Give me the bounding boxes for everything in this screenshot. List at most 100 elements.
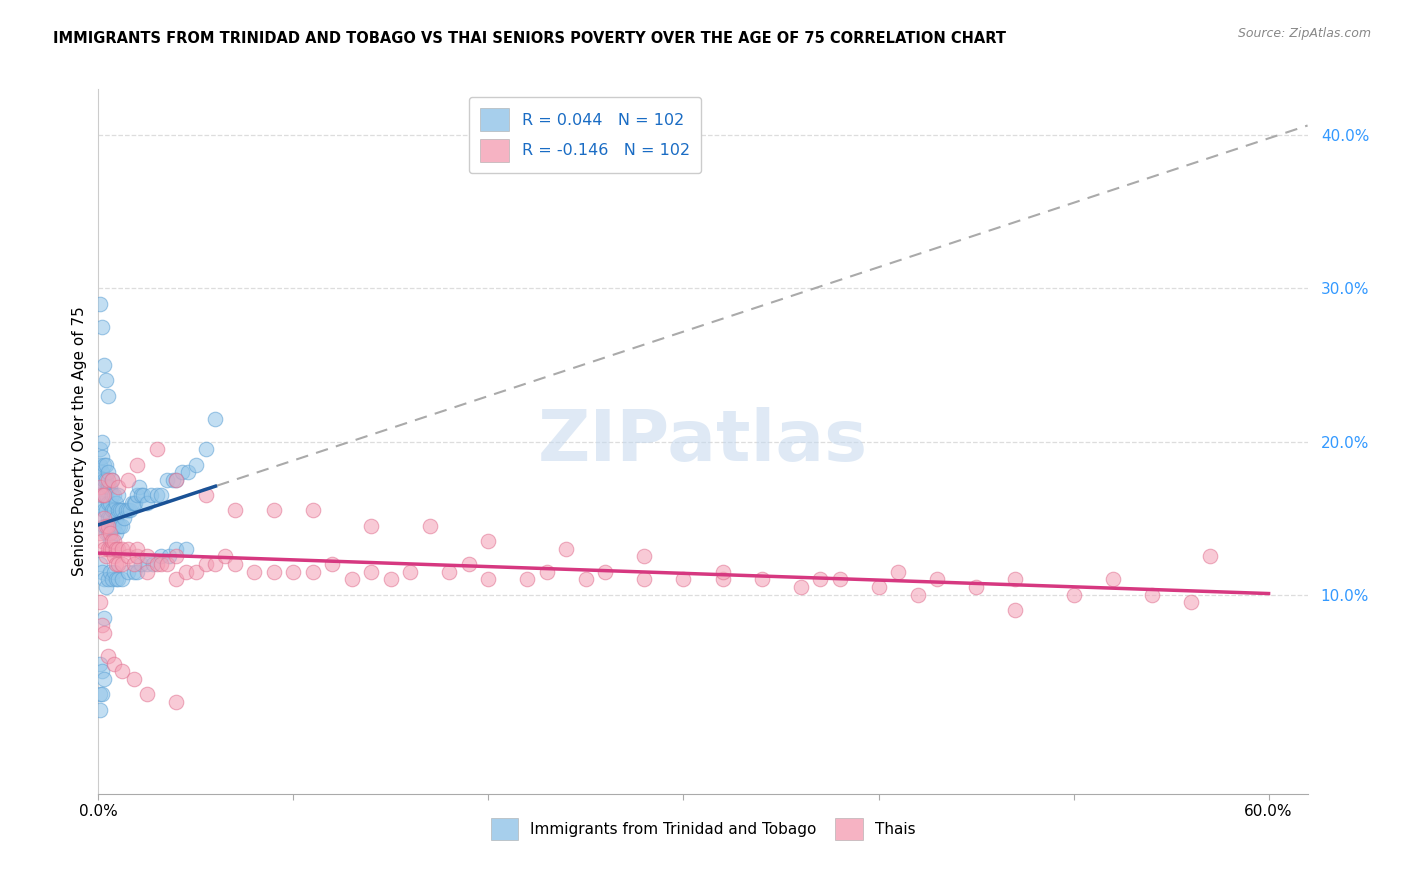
Point	[89, 595, 111, 609]
Point	[204, 411, 226, 425]
Point	[302, 503, 325, 517]
Point	[789, 580, 811, 594]
Point	[633, 573, 655, 587]
Point	[965, 580, 987, 594]
Point	[91, 434, 114, 449]
Point	[89, 296, 111, 310]
Point	[184, 458, 207, 472]
Point	[93, 488, 115, 502]
Point	[555, 541, 578, 556]
Point	[97, 481, 120, 495]
Point	[91, 481, 114, 495]
Point	[112, 511, 135, 525]
Point	[104, 511, 127, 525]
Point	[149, 488, 172, 502]
Point	[96, 518, 118, 533]
Point	[111, 573, 134, 587]
Point	[136, 565, 159, 579]
Text: Source: ZipAtlas.com: Source: ZipAtlas.com	[1237, 27, 1371, 40]
Point	[96, 458, 118, 472]
Point	[127, 565, 149, 579]
Point	[89, 481, 111, 495]
Point	[97, 648, 120, 663]
Point	[107, 488, 129, 502]
Point	[96, 526, 118, 541]
Point	[127, 541, 149, 556]
Point	[89, 473, 111, 487]
Point	[1004, 603, 1026, 617]
Point	[101, 541, 124, 556]
Point	[107, 573, 129, 587]
Point	[93, 573, 115, 587]
Point	[89, 687, 111, 701]
Point	[93, 610, 115, 624]
Point	[177, 465, 200, 479]
Point	[157, 549, 180, 564]
Point	[117, 473, 139, 487]
Point	[121, 496, 143, 510]
Point	[101, 534, 124, 549]
Point	[97, 541, 120, 556]
Point	[91, 534, 114, 549]
Point	[165, 573, 187, 587]
Point	[96, 473, 118, 487]
Point	[98, 481, 121, 495]
Point	[165, 541, 187, 556]
Point	[477, 573, 499, 587]
Point	[103, 503, 125, 517]
Point	[97, 511, 120, 525]
Point	[91, 618, 114, 632]
Point	[174, 565, 197, 579]
Point	[751, 573, 773, 587]
Point	[711, 573, 734, 587]
Point	[89, 657, 111, 671]
Point	[89, 557, 111, 571]
Point	[111, 518, 134, 533]
Point	[165, 695, 187, 709]
Point	[98, 541, 121, 556]
Text: ZIPatlas: ZIPatlas	[538, 407, 868, 476]
Point	[98, 511, 121, 525]
Point	[93, 511, 115, 525]
Point	[117, 503, 139, 517]
Point	[93, 541, 115, 556]
Point	[103, 488, 125, 502]
Point	[887, 565, 910, 579]
Point	[516, 573, 538, 587]
Point	[111, 541, 134, 556]
Point	[96, 503, 118, 517]
Point	[165, 473, 187, 487]
Point	[868, 580, 890, 594]
Point	[118, 503, 141, 517]
Point	[360, 565, 382, 579]
Point	[146, 488, 169, 502]
Point	[103, 549, 125, 564]
Point	[107, 503, 129, 517]
Point	[98, 565, 121, 579]
Point	[97, 388, 120, 402]
Point	[91, 565, 114, 579]
Point	[672, 573, 695, 587]
Point	[104, 496, 127, 510]
Point	[91, 319, 114, 334]
Point	[302, 565, 325, 579]
Point	[156, 557, 179, 571]
Point	[101, 503, 124, 517]
Point	[1199, 549, 1222, 564]
Point	[104, 526, 127, 541]
Point	[224, 557, 246, 571]
Point	[96, 373, 118, 387]
Point	[136, 687, 159, 701]
Point	[91, 465, 114, 479]
Point	[98, 496, 121, 510]
Point	[89, 526, 111, 541]
Point	[925, 573, 948, 587]
Point	[97, 573, 120, 587]
Point	[107, 481, 129, 495]
Point	[595, 565, 617, 579]
Point	[91, 665, 114, 679]
Point	[184, 565, 207, 579]
Point	[107, 541, 129, 556]
Point	[243, 565, 266, 579]
Point	[111, 665, 134, 679]
